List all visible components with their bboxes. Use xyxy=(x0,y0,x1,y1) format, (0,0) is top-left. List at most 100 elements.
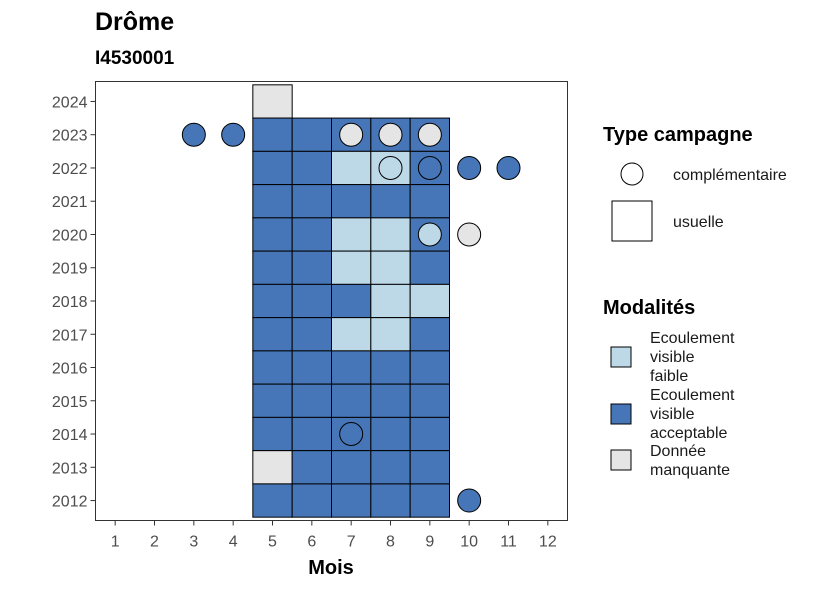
tile-2015-5 xyxy=(252,383,293,418)
tile-2021-8 xyxy=(370,184,411,219)
tile-2017-6 xyxy=(291,317,332,352)
x-tick-label-4: 4 xyxy=(229,534,238,551)
chart-title: Drôme xyxy=(95,8,174,36)
x-tick-label-2: 2 xyxy=(150,534,159,551)
tile-2014-5 xyxy=(252,416,293,452)
x-axis-title: Mois xyxy=(308,557,354,579)
y-tick-label-2013: 2013 xyxy=(52,460,88,477)
tile-2020-5 xyxy=(252,217,293,252)
tile-2023-5 xyxy=(252,117,293,152)
tile-2013-6 xyxy=(291,450,332,485)
tile-2016-6 xyxy=(291,350,332,385)
x-tick-label-6: 6 xyxy=(307,534,316,551)
tile-2018-7 xyxy=(331,283,372,319)
point-2014-7 xyxy=(339,422,364,447)
plot-area xyxy=(95,81,568,521)
x-tick-label-9: 9 xyxy=(425,534,434,551)
tile-2013-9 xyxy=(409,450,450,485)
tile-2018-8 xyxy=(370,283,411,319)
x-tick-label-10: 10 xyxy=(460,534,478,551)
point-2023-3 xyxy=(181,122,206,147)
y-tick-label-2014: 2014 xyxy=(52,427,88,444)
tile-2013-7 xyxy=(331,450,372,485)
tile-2015-8 xyxy=(370,383,411,418)
y-tick-label-2015: 2015 xyxy=(52,394,88,411)
legend-modalites-title: Modalités xyxy=(603,297,695,319)
tile-2016-5 xyxy=(252,350,293,385)
point-2012-10 xyxy=(457,488,482,513)
legend-type-title: Type campagne xyxy=(603,124,753,146)
point-2022-9 xyxy=(417,155,442,180)
y-tick-label-2016: 2016 xyxy=(52,361,88,378)
tile-2018-6 xyxy=(291,283,332,319)
tile-2021-9 xyxy=(409,184,450,219)
legend-usuelle-label: usuelle xyxy=(673,214,724,231)
tile-2014-6 xyxy=(291,416,332,452)
point-2022-8 xyxy=(378,155,403,180)
tile-2014-8 xyxy=(370,416,411,452)
x-tick-label-12: 12 xyxy=(539,534,557,551)
tile-2019-7 xyxy=(331,250,372,285)
point-2022-10 xyxy=(457,155,482,180)
tile-2012-6 xyxy=(291,483,332,518)
x-tick-label-8: 8 xyxy=(386,534,395,551)
tile-2021-6 xyxy=(291,184,332,219)
tile-2019-9 xyxy=(409,250,450,285)
y-tick-label-2020: 2020 xyxy=(52,227,88,244)
tile-2016-9 xyxy=(409,350,450,385)
usual-campaign-tiles xyxy=(252,84,450,518)
y-axis: 2012 2013 2014 2015 2016 2017 2018 2019 2020 2021… xyxy=(52,94,96,511)
tile-2020-7 xyxy=(331,217,372,252)
y-tick-label-2019: 2019 xyxy=(52,261,88,278)
tile-2021-5 xyxy=(252,184,293,219)
y-tick-label-2012: 2012 xyxy=(52,494,88,511)
tile-2017-8 xyxy=(370,317,411,352)
legend-key-ecoulement-visible-faible xyxy=(610,346,632,368)
tile-2016-7 xyxy=(331,350,372,385)
tile-2017-9 xyxy=(409,317,450,352)
tile-2012-7 xyxy=(331,483,372,518)
point-2023-8 xyxy=(378,122,403,147)
point-2020-9 xyxy=(417,222,442,247)
point-2022-11 xyxy=(496,155,521,180)
tile-2013-5 xyxy=(252,450,293,485)
tile-2015-6 xyxy=(291,383,332,418)
legend-key-ecoulement-visible-acceptable xyxy=(610,403,632,425)
tile-2017-7 xyxy=(331,317,372,352)
y-tick-label-2024: 2024 xyxy=(52,94,88,111)
tile-2012-8 xyxy=(370,483,411,518)
point-2020-10 xyxy=(457,222,482,247)
legend-key-donnee-manquante xyxy=(610,449,632,471)
tile-2024-5 xyxy=(252,84,293,119)
tile-2022-6 xyxy=(291,150,332,186)
tile-2022-7 xyxy=(331,150,372,186)
x-tick-label-1: 1 xyxy=(111,534,120,551)
tile-2019-8 xyxy=(370,250,411,285)
tile-2013-8 xyxy=(370,450,411,485)
legend-usuelle-square xyxy=(611,200,653,242)
tile-2014-9 xyxy=(409,416,450,452)
point-2023-9 xyxy=(417,122,442,147)
y-tick-label-2018: 2018 xyxy=(52,294,88,311)
tile-2012-5 xyxy=(252,483,293,518)
tile-2012-9 xyxy=(409,483,450,518)
legend-complementaire-circle xyxy=(620,162,644,186)
legend-type-campagne: Type campagne complémentaire usuelle xyxy=(603,124,787,242)
legend-complementaire-label: complémentaire xyxy=(673,167,787,184)
tile-2022-5 xyxy=(252,150,293,186)
y-tick-label-2017: 2017 xyxy=(52,327,88,344)
x-tick-label-5: 5 xyxy=(268,534,277,551)
point-2023-4 xyxy=(221,122,246,147)
tile-2015-7 xyxy=(331,383,372,418)
tile-2015-9 xyxy=(409,383,450,418)
x-axis: 1 2 3 4 5 6 7 8 9 10 11 12 xyxy=(111,520,557,551)
tile-2019-5 xyxy=(252,250,293,285)
y-tick-label-2021: 2021 xyxy=(52,194,88,211)
complementary-campaign-points xyxy=(181,122,521,513)
point-2023-7 xyxy=(339,122,364,147)
legend-label-ecoulement-visible-faible: Ecoulement visible faible xyxy=(650,330,735,385)
x-tick-label-11: 11 xyxy=(500,534,517,551)
tile-2023-6 xyxy=(291,117,332,152)
legend-label-donnee-manquante: Donnée manquante xyxy=(650,443,730,479)
